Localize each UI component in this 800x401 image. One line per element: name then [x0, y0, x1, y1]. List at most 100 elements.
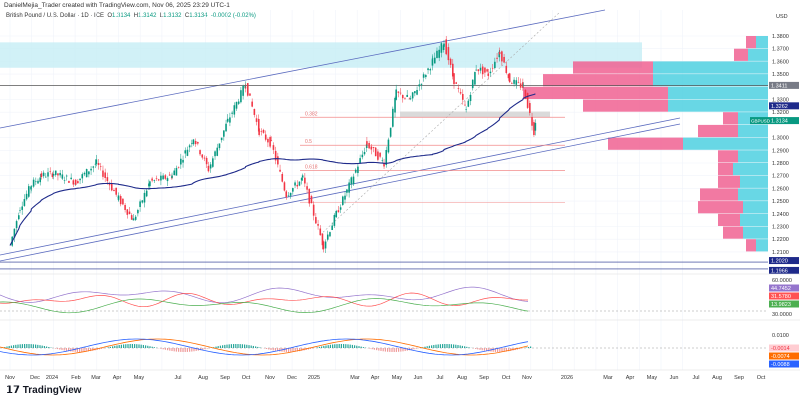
- macd-histogram-bar: [15, 344, 17, 348]
- macd-histogram-bar: [189, 348, 191, 352]
- candle-body: [363, 151, 366, 155]
- candle-body: [331, 225, 333, 231]
- macd-value-badge: [769, 352, 799, 360]
- candle-body: [225, 123, 227, 132]
- macd-histogram-bar: [426, 346, 428, 348]
- volume-profile-down-bar: [743, 226, 768, 239]
- candle-body: [447, 47, 450, 61]
- macd-histogram-bar: [138, 344, 140, 348]
- oscillator-value-badge: [769, 292, 799, 300]
- macd-histogram-bar: [310, 348, 312, 349]
- candle-body: [310, 196, 313, 204]
- macd-histogram-bar: [435, 344, 437, 348]
- candle-body: [220, 137, 223, 141]
- macd-histogram-bar: [505, 348, 507, 352]
- macd-histogram-bar: [321, 346, 323, 348]
- macd-histogram-bar: [433, 344, 435, 348]
- macd-tick-label: 0.0100: [772, 333, 789, 339]
- time-tick-label: Aug: [198, 375, 208, 381]
- candle-body: [348, 182, 350, 193]
- macd-histogram-bar: [195, 348, 197, 351]
- macd-histogram-bar: [164, 348, 166, 350]
- candle-body: [39, 177, 42, 183]
- candle-body: [279, 169, 281, 172]
- candle-body: [515, 80, 518, 85]
- candle-body: [508, 73, 511, 83]
- macd-histogram-bar: [178, 348, 180, 352]
- candle-body: [149, 181, 151, 187]
- candle-body: [119, 196, 122, 205]
- macd-histogram-bar: [21, 344, 23, 348]
- candle-body: [199, 150, 201, 155]
- candle-body: [126, 209, 129, 215]
- price-tick-label: 1.3800: [772, 34, 789, 40]
- price-tick-label: 1.3300: [772, 98, 789, 104]
- macd-histogram-bar: [464, 346, 466, 348]
- volume-profile-down-bar: [743, 201, 768, 214]
- macd-histogram-bar: [296, 348, 298, 352]
- macd-histogram-bar: [327, 345, 329, 348]
- candle-body: [494, 61, 496, 69]
- macd-histogram-bar: [10, 345, 12, 348]
- candle-body: [324, 241, 327, 249]
- candle-body: [37, 180, 39, 184]
- candle-body: [153, 180, 156, 181]
- macd-histogram-bar: [61, 348, 63, 351]
- candle-body: [522, 84, 525, 86]
- candle-body: [457, 88, 460, 89]
- candle-body: [35, 181, 37, 183]
- price-chart[interactable]: 0.382 0.5 0.618 USD 1.3800 1.3700 1.3600 1.3500…: [0, 0, 800, 385]
- price-tick-label: 1.2500: [772, 199, 789, 205]
- price-label-badge: [769, 81, 799, 89]
- macd-histogram-bar: [499, 348, 501, 352]
- time-tick-label: Apr: [626, 375, 635, 381]
- candle-body: [465, 109, 467, 110]
- volume-profile-up-bar: [718, 163, 733, 176]
- candle-body: [137, 209, 139, 214]
- volume-profile-up-bar: [718, 150, 738, 163]
- candle-body: [459, 92, 462, 94]
- price-label-value: 1.3411: [771, 83, 787, 89]
- oscillator-line: [0, 292, 528, 308]
- macd-histogram-bar: [299, 348, 301, 352]
- macd-histogram-bar: [24, 344, 26, 348]
- macd-histogram-bar: [301, 348, 303, 351]
- macd-histogram-bar: [200, 348, 202, 351]
- candle-body: [471, 79, 474, 89]
- tradingview-logo[interactable]: 𝟭𝟳 TradingView: [6, 385, 81, 396]
- macd-histogram-bar: [26, 344, 28, 348]
- volume-profile-up-bar: [583, 99, 668, 112]
- macd-histogram-bar: [376, 348, 378, 351]
- price-label-badge: [769, 117, 799, 125]
- candle-body: [409, 98, 412, 100]
- candle-body: [404, 98, 406, 99]
- macd-histogram-bar: [228, 344, 230, 348]
- candle-body: [253, 109, 256, 115]
- candle-body: [49, 171, 52, 172]
- candle-body: [40, 173, 43, 178]
- macd-histogram-bar: [481, 348, 483, 351]
- candle-body: [30, 185, 33, 187]
- candle-body: [132, 218, 135, 221]
- macd-histogram-bar: [255, 346, 257, 348]
- time-tick-label: Nov: [522, 375, 532, 381]
- time-tick-label: Jun: [414, 375, 423, 381]
- candle-body: [94, 163, 97, 165]
- candle-body: [395, 89, 397, 100]
- macd-histogram-bar: [362, 347, 364, 348]
- macd-histogram-bar: [250, 345, 252, 348]
- macd-histogram-bar: [371, 348, 373, 350]
- macd-histogram-bar: [109, 346, 111, 348]
- candle-body: [414, 91, 416, 94]
- macd-histogram-bar: [37, 344, 39, 348]
- macd-histogram-bar: [213, 347, 215, 348]
- candle-body: [54, 170, 57, 175]
- time-tick-label: Nov: [5, 375, 15, 381]
- candle-body: [260, 131, 263, 132]
- candle-body: [23, 199, 26, 206]
- candle-body: [30, 186, 32, 190]
- candle-body: [287, 195, 290, 197]
- macd-line: [0, 338, 529, 356]
- candle-body: [427, 68, 429, 71]
- macd-histogram-bar: [134, 344, 136, 348]
